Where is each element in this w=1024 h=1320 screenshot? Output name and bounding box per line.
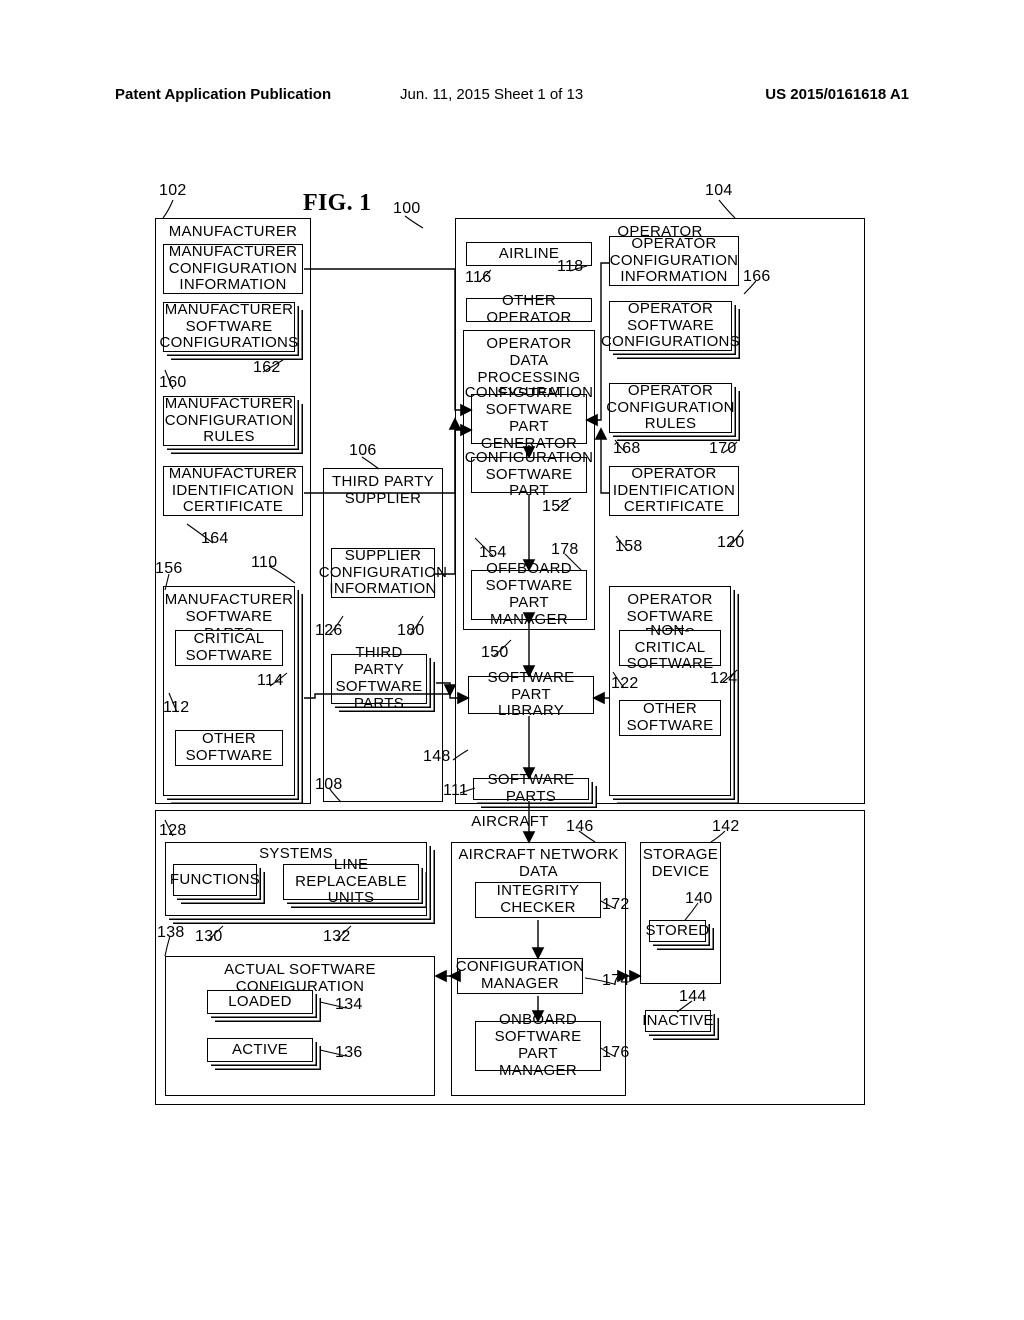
inactive: INACTIVE xyxy=(645,1010,711,1032)
operator-sw-configs: OPERATORSOFTWARECONFIGURATIONS xyxy=(609,301,732,351)
header-left: Patent Application Publication xyxy=(115,86,331,103)
config-sw-part-generator: CONFIGURATIONSOFTWARE PARTGENERATOR xyxy=(471,394,587,444)
operator-id-cert: OPERATORIDENTIFICATIONCERTIFICATE xyxy=(609,466,739,516)
ref-134: 134 xyxy=(335,996,363,1014)
config-sw-part: CONFIGURATIONSOFTWARE PART xyxy=(471,457,587,493)
ref-164: 164 xyxy=(201,530,229,548)
lru: LINE REPLACEABLEUNITS xyxy=(283,864,419,900)
sw-part-library: SOFTWARE PARTLIBRARY xyxy=(468,676,594,714)
other-operator: OTHER OPERATOR xyxy=(466,298,592,322)
ref-106: 106 xyxy=(349,442,377,460)
software-parts: SOFTWARE PARTS xyxy=(473,778,589,800)
aircraft-title: AIRCRAFT xyxy=(156,811,864,834)
ref-142: 142 xyxy=(712,818,740,836)
ref-110: 110 xyxy=(251,554,277,572)
storage-device: STORAGEDEVICE xyxy=(640,842,721,984)
ref-111: 111 xyxy=(443,782,468,800)
page-header: Patent Application Publication Jun. 11, … xyxy=(0,82,1024,106)
figure-1-diagram: FIG. 1 MANUFACTURER MANUFACTURERCONFIGUR… xyxy=(155,178,865,1108)
ref-112: 112 xyxy=(163,699,189,717)
noncritical-software: NON-CRITICALSOFTWARE xyxy=(619,630,721,666)
figure-title: FIG. 1 xyxy=(303,190,371,217)
ref-152: 152 xyxy=(542,498,570,516)
config-manager: CONFIGURATIONMANAGER xyxy=(457,958,583,994)
ref-140: 140 xyxy=(685,890,713,908)
ref-126: 126 xyxy=(315,622,343,640)
ref-130: 130 xyxy=(195,928,223,946)
functions: FUNCTIONS xyxy=(173,864,257,896)
ref-132: 132 xyxy=(323,928,351,946)
ref-124: 124 xyxy=(710,670,738,688)
supplier-title: THIRD PARTYSUPPLIER xyxy=(327,473,439,509)
manufacturer-title: MANUFACTURER xyxy=(156,219,310,244)
ref-120: 120 xyxy=(717,534,745,552)
ref-136: 136 xyxy=(335,1044,363,1062)
stored: STORED xyxy=(649,920,706,942)
ref-146: 146 xyxy=(566,818,594,836)
ref-172: 172 xyxy=(602,896,630,914)
ref-174: 174 xyxy=(602,972,630,990)
ref-144: 144 xyxy=(679,988,707,1006)
ref-168: 168 xyxy=(613,440,641,458)
critical-software: CRITICALSOFTWARE xyxy=(175,630,283,666)
ref-104: 104 xyxy=(705,182,733,200)
operator-config-rules: OPERATORCONFIGURATIONRULES xyxy=(609,383,732,433)
ref-156: 156 xyxy=(155,560,183,578)
supplier-sw-parts: THIRD PARTYSOFTWAREPARTS xyxy=(331,654,427,704)
header-right: US 2015/0161618 A1 xyxy=(765,86,909,103)
operator-config-info: OPERATORCONFIGURATIONINFORMATION xyxy=(609,236,739,286)
ref-114: 114 xyxy=(257,672,283,690)
ref-102: 102 xyxy=(159,182,187,200)
manufacturer-other-software: OTHERSOFTWARE xyxy=(175,730,283,766)
integrity-checker: INTEGRITYCHECKER xyxy=(475,882,601,918)
ref-108: 108 xyxy=(315,776,343,794)
ref-170: 170 xyxy=(709,440,737,458)
ref-176: 176 xyxy=(602,1044,630,1062)
loaded: LOADED xyxy=(207,990,313,1014)
ref-180: 180 xyxy=(397,622,425,640)
operator-other-software: OTHERSOFTWARE xyxy=(619,700,721,736)
manufacturer-id-cert: MANUFACTURERIDENTIFICATIONCERTIFICATE xyxy=(163,466,303,516)
header-center: Jun. 11, 2015 Sheet 1 of 13 xyxy=(400,86,583,103)
ref-178: 178 xyxy=(551,541,579,559)
active: ACTIVE xyxy=(207,1038,313,1062)
ref-122: 122 xyxy=(611,675,639,693)
ref-128: 128 xyxy=(159,822,187,840)
ref-150: 150 xyxy=(481,644,509,662)
ref-166: 166 xyxy=(743,268,771,286)
ref-154: 154 xyxy=(479,544,507,562)
ref-162: 162 xyxy=(253,359,281,377)
manufacturer-sw-configs: MANUFACTURERSOFTWARECONFIGURATIONS xyxy=(163,302,295,352)
manufacturer-config-rules: MANUFACTURERCONFIGURATIONRULES xyxy=(163,396,295,446)
actual-sw-config: ACTUAL SOFTWARE CONFIGURATION xyxy=(165,956,435,1096)
onboard-sw-part-manager: ONBOARDSOFTWARE PARTMANAGER xyxy=(475,1021,601,1071)
manufacturer-config-info: MANUFACTURERCONFIGURATIONINFORMATION xyxy=(163,244,303,294)
ref-160: 160 xyxy=(159,374,187,392)
ref-116: 116 xyxy=(465,269,491,287)
supplier-config-info: SUPPLIERCONFIGURATIONINFORMATION xyxy=(331,548,435,598)
ref-138: 138 xyxy=(157,924,185,942)
ref-118: 118 xyxy=(557,258,583,276)
ref-148: 148 xyxy=(423,748,451,766)
ref-158: 158 xyxy=(615,538,643,556)
offboard-sw-part-manager: OFFBOARDSOFTWARE PARTMANAGER xyxy=(471,570,587,620)
ref-100: 100 xyxy=(393,200,421,218)
